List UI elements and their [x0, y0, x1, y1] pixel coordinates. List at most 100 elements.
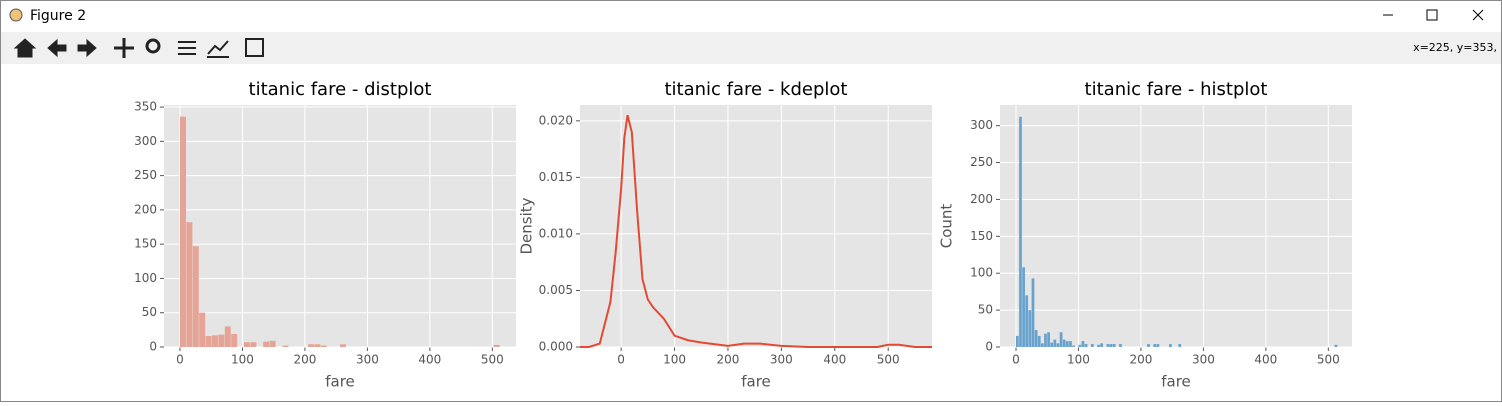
x-tick-label: 0 — [617, 353, 625, 367]
app-icon — [9, 8, 23, 22]
x-tick-label: 0 — [1012, 353, 1020, 367]
y-tick-label: 300 — [970, 118, 993, 132]
y-tick-label: 200 — [970, 192, 993, 206]
y-tick-label: 100 — [970, 266, 993, 280]
x-tick-label: 100 — [231, 353, 254, 367]
bar — [1153, 344, 1157, 347]
bar — [340, 344, 347, 347]
bar — [244, 342, 250, 347]
y-tick-label: 0.010 — [539, 226, 573, 240]
close-button[interactable] — [1472, 9, 1484, 21]
plot-area — [164, 105, 516, 347]
plot-area — [1000, 105, 1352, 347]
y-tick-label: 0.015 — [539, 170, 573, 184]
y-tick-label: 0 — [985, 340, 993, 354]
bar — [250, 342, 257, 347]
kde-line — [580, 114, 932, 348]
bar — [1072, 345, 1075, 347]
bar — [1084, 344, 1088, 347]
chart-title: titanic fare - kdeplot — [665, 79, 848, 100]
home-button[interactable] — [13, 38, 37, 58]
bar — [1169, 344, 1172, 347]
bar — [179, 116, 186, 347]
y-tick-label: 0.005 — [539, 283, 573, 297]
bar — [320, 345, 327, 347]
bar — [1022, 267, 1025, 347]
customize-button[interactable] — [207, 40, 229, 58]
subplots-button[interactable] — [178, 41, 196, 55]
x-tick-label: 300 — [770, 353, 793, 367]
y-tick-label: 50 — [142, 305, 157, 319]
bar — [199, 312, 206, 347]
y-tick-label: 0 — [149, 340, 157, 354]
bar — [1097, 344, 1100, 347]
bar — [1100, 343, 1104, 347]
pan-button[interactable] — [114, 38, 134, 58]
bar — [1028, 310, 1032, 347]
bar — [1031, 278, 1035, 347]
bar — [1106, 344, 1110, 347]
zoom-button[interactable] — [145, 38, 161, 54]
bar — [1334, 344, 1338, 347]
bar — [1090, 344, 1094, 347]
y-tick-label: 300 — [134, 134, 157, 148]
y-tick-label: 250 — [134, 168, 157, 182]
x-axis-label: fare — [325, 373, 355, 391]
x-tick-label: 0 — [176, 353, 184, 367]
cursor-position: x=225, y=353, — [1413, 41, 1497, 54]
bar — [1034, 330, 1038, 347]
y-tick-label: 0.020 — [539, 113, 573, 127]
y-tick-label: 150 — [970, 229, 993, 243]
x-tick-label: 300 — [356, 353, 379, 367]
x-tick-label: 400 — [1254, 353, 1277, 367]
window-title: Figure 2 — [30, 8, 86, 24]
bar — [224, 326, 231, 347]
x-tick-label: 200 — [1129, 353, 1152, 367]
bar — [308, 344, 315, 347]
bar — [1081, 341, 1085, 347]
bar — [211, 335, 218, 347]
bar — [1156, 344, 1160, 347]
save-button[interactable] — [245, 38, 264, 57]
x-tick-label: 500 — [877, 353, 900, 367]
y-tick-label: 250 — [970, 155, 993, 169]
bar — [1119, 344, 1122, 347]
x-tick-label: 300 — [1192, 353, 1215, 367]
bar — [1019, 116, 1022, 348]
bar — [1037, 335, 1041, 347]
x-axis-label: fare — [1161, 373, 1191, 391]
bar — [192, 246, 199, 347]
chart-title: titanic fare - distplot — [249, 79, 432, 100]
y-tick-label: 350 — [134, 100, 157, 114]
y-axis-label: Density — [518, 197, 536, 254]
bar — [1069, 341, 1072, 347]
bar — [1053, 339, 1057, 347]
bar — [1178, 344, 1182, 347]
bar — [1050, 342, 1054, 347]
bar — [493, 344, 500, 347]
x-tick-label: 400 — [823, 353, 846, 367]
bar — [1056, 343, 1060, 347]
x-tick-label: 400 — [418, 353, 441, 367]
bar — [186, 222, 193, 347]
bar — [1065, 341, 1069, 347]
y-tick-label: 0.000 — [539, 340, 573, 354]
maximize-button[interactable] — [1426, 9, 1438, 21]
x-tick-label: 500 — [481, 353, 504, 367]
bar — [1112, 344, 1116, 347]
bar — [218, 334, 225, 347]
forward-button[interactable] — [77, 38, 97, 58]
bar — [1147, 344, 1150, 347]
toolbar-icons — [13, 38, 264, 58]
x-tick-label: 200 — [293, 353, 316, 367]
back-button[interactable] — [47, 38, 67, 58]
bar — [1015, 335, 1019, 347]
bar — [1109, 344, 1113, 347]
y-tick-label: 200 — [134, 202, 157, 216]
y-tick-label: 150 — [134, 237, 157, 251]
bar — [231, 333, 238, 347]
x-axis-label: fare — [741, 373, 771, 391]
